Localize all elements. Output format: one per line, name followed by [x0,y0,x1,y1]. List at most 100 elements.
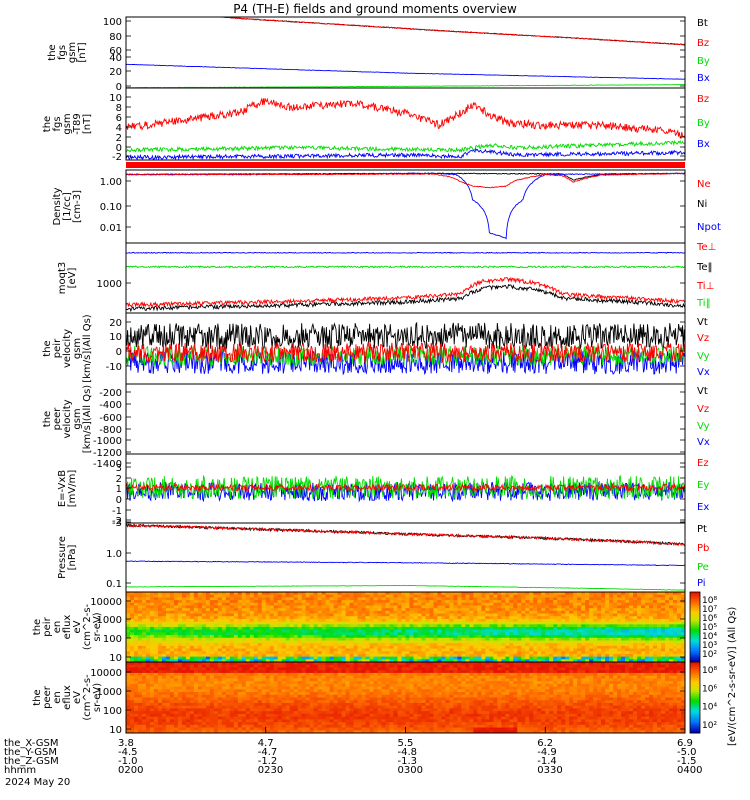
spectrogram-cell [137,675,143,679]
spectrogram-cell [177,700,183,704]
spectrogram-cell [197,719,203,723]
spectrogram-cell [253,605,259,609]
spectrogram-cell [229,702,235,707]
y-tick-label: 1000 [97,279,122,290]
spectrogram-cell [653,602,658,607]
spectrogram-cell [129,722,135,726]
spectrogram-cell [153,727,159,731]
spectrogram-cell [133,694,139,699]
spectrogram-cell [253,627,259,631]
spectrogram-cell [421,645,427,650]
spectrogram-cell [441,635,447,639]
spectrogram-cell [165,686,171,690]
spectrogram-cell [253,713,259,718]
spectrogram-cell [369,629,375,633]
spectrogram-cell [197,597,203,601]
spectrogram-cell [157,610,163,615]
spectrogram-cell [133,653,139,658]
spectrogram-cell [305,640,311,644]
spectrogram-cell [521,594,526,598]
spectrogram-cell [269,670,275,674]
spectrogram-cell [177,675,183,679]
spectrogram-cell [333,610,339,615]
spectrogram-cell [261,608,267,612]
spectrogram-cell [397,621,403,625]
spectrogram-cell [445,608,451,612]
spectrogram-cell [641,627,646,631]
spectrogram-cell [429,592,435,596]
spectrogram-cell [233,708,239,712]
spectrogram-cell [341,640,347,644]
spectrogram-cell [157,608,163,612]
spectrogram-cell [337,643,343,647]
spectrogram-cell [521,656,526,660]
spectrogram-cell [257,730,263,733]
spectrogram-cell [269,667,275,671]
spectrogram-cell [217,670,223,674]
spectrogram-cell [281,616,287,620]
spectrogram-cell [661,627,666,631]
y-tick-label: 40 [109,53,122,64]
spectrogram-cell [169,664,175,669]
spectrogram-cell [177,645,183,650]
spectrogram-cell [281,678,287,682]
spectrogram-cell [225,648,231,652]
spectrogram-cell [289,618,295,623]
spectrogram-cell [677,643,682,647]
y-tick-label: -800 [99,425,122,436]
spectrogram-cell [221,608,227,612]
spectrogram-cell [205,670,211,674]
spectrogram-cell [497,648,502,652]
spectrogram-cell [345,624,351,628]
spectrogram-cell [221,645,227,650]
spectrogram-cell [185,683,191,688]
spectrogram-cell [177,713,183,718]
spectrogram-cell [281,670,287,674]
spectrogram-cell [169,651,175,655]
spectrogram-cell [401,635,407,639]
spectrogram-cell [245,635,251,639]
spectrogram-cell [257,610,263,615]
spectrogram-cell [257,643,263,647]
spectrogram-cell [325,653,331,658]
spectrogram-cell [681,602,685,607]
spectrogram-cell [233,600,239,604]
spectrogram-cell [145,711,151,715]
spectrogram-cell [173,592,179,596]
spectrogram-cell [145,594,151,598]
spectrogram-cell [165,659,171,662]
spectrogram-cell [241,618,247,623]
spectrogram-cell [133,656,139,660]
spectrogram-cell [181,629,187,633]
spectrogram-cell [525,653,530,658]
colorbar-step [690,627,700,630]
ylabel-line: E=-VxB [57,470,68,507]
spectrogram-cell [365,645,371,650]
spectrogram-cell [133,700,139,704]
spectrogram-cell [361,627,367,631]
spectrogram-cell [445,659,451,662]
spectrogram-cell [225,678,231,682]
spectrogram-cell [509,627,514,631]
spectrogram-cell [241,716,247,720]
spectrogram-cell [509,600,514,604]
spectrogram-cell [413,635,419,639]
spectrogram-cell [573,653,578,658]
spectrogram-cell [325,613,331,617]
spectrogram-cell [301,592,307,596]
spectrogram-cell [145,651,151,655]
spectrogram-cell [141,686,147,690]
spectrogram-cell [449,602,455,607]
spectrogram-cell [221,730,227,733]
spectrogram-cell [473,605,478,609]
spectrogram-cell [321,640,327,644]
spectrogram-cell [149,594,155,598]
spectrogram-cell [521,597,526,601]
spectrogram-cell [325,627,331,631]
spectrogram-cell [505,651,510,655]
spectrogram-cell [185,702,191,707]
spectrogram-cell [397,635,403,639]
spectrogram-cell [677,616,682,620]
spectrogram-cell [389,605,395,609]
